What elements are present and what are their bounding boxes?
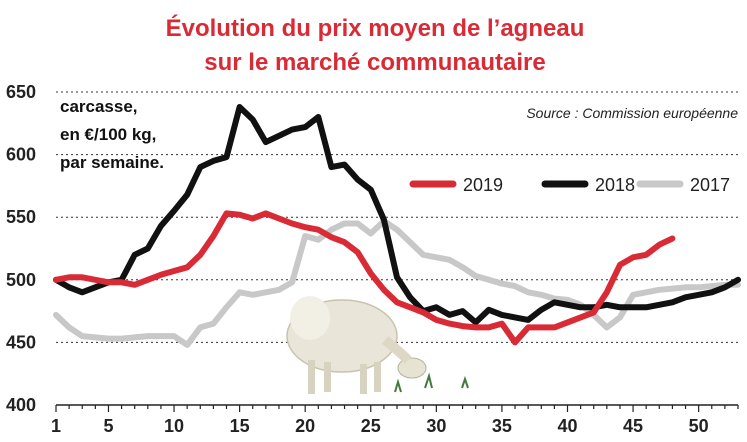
series-line-2017 <box>53 218 741 348</box>
legend-label-2018: 2018 <box>595 175 635 195</box>
legend-label-2017: 2017 <box>690 175 730 195</box>
unit-note-line-2: en €/100 kg, <box>60 125 156 144</box>
y-tick-label: 600 <box>6 145 36 165</box>
series-lines <box>53 104 741 348</box>
x-tick-label: 15 <box>230 416 250 436</box>
chart-subtitle: sur le marché communautaire <box>204 49 545 76</box>
unit-note-line-1: carcasse, <box>60 97 138 116</box>
x-tick-label: 20 <box>295 416 315 436</box>
sheep-illustration <box>286 296 469 394</box>
y-tick-label: 650 <box>6 82 36 102</box>
series-line-2018 <box>53 104 741 326</box>
source-note: Source : Commission européenne <box>526 105 738 121</box>
legend: 2019 2018 2017 <box>409 175 730 195</box>
y-axis: 400 450 500 550 600 650 <box>6 82 36 415</box>
unit-note-line-3: par semaine. <box>60 153 164 172</box>
x-tick-label: 35 <box>492 416 512 436</box>
x-tick-label: 5 <box>103 416 113 436</box>
x-tick-label: 1 <box>51 416 61 436</box>
y-tick-label: 400 <box>6 395 36 415</box>
x-axis: 1 5 10 15 20 25 30 35 40 45 50 <box>51 405 739 436</box>
y-tick-label: 550 <box>6 207 36 227</box>
x-tick-label: 45 <box>623 416 643 436</box>
y-tick-label: 450 <box>6 332 36 352</box>
series-line-2019 <box>53 210 676 346</box>
x-tick-label: 10 <box>164 416 184 436</box>
x-tick-label: 50 <box>689 416 709 436</box>
y-tick-label: 500 <box>6 270 36 290</box>
x-tick-label: 25 <box>361 416 381 436</box>
x-tick-label: 30 <box>426 416 446 436</box>
chart-title: Évolution du prix moyen de l’agneau <box>166 14 585 42</box>
x-tick-label: 40 <box>557 416 577 436</box>
legend-label-2019: 2019 <box>463 175 503 195</box>
